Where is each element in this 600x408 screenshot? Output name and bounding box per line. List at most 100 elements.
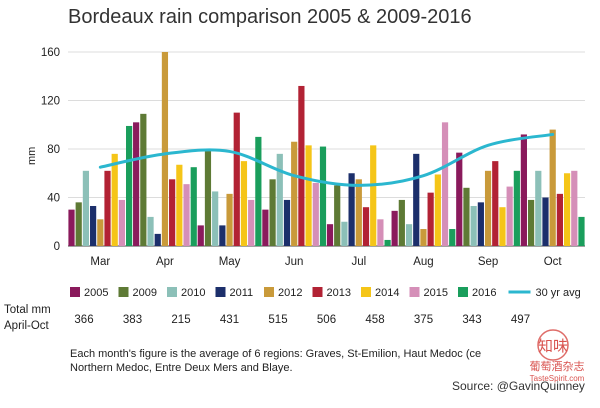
total-value: 515 bbox=[268, 314, 287, 326]
total-value: 431 bbox=[220, 314, 239, 326]
bar-2016-Apr bbox=[190, 167, 197, 246]
bar-2015-Jul bbox=[377, 219, 384, 246]
bar-2014-Aug bbox=[434, 174, 441, 246]
legend-swatch-2005 bbox=[70, 287, 80, 297]
x-tick-labels: Mar Apr May Jun Jul Aug Sep Oct bbox=[90, 256, 562, 268]
bar-2015-May bbox=[248, 199, 255, 246]
x-tick-label: Aug bbox=[413, 256, 433, 268]
bar-2013-May bbox=[233, 112, 240, 247]
bar-2015-Jun bbox=[312, 182, 319, 246]
bar-2016-Jun bbox=[319, 146, 327, 246]
watermark-logo: 知味 葡萄酒杂志 TasteSpirit.com bbox=[530, 329, 585, 383]
y-tick-label: 80 bbox=[47, 144, 60, 156]
bars bbox=[68, 52, 585, 247]
avg-line bbox=[98, 132, 555, 187]
bar-2016-Sep bbox=[513, 170, 520, 246]
bar-2005-Mar bbox=[68, 209, 75, 247]
bar-2009-Oct bbox=[527, 199, 535, 246]
bar-2012-Aug bbox=[420, 229, 427, 246]
legend: 2005 2009 2010 2011 2012 2013 2014 2015 2016 30 y… bbox=[70, 287, 581, 299]
bar-2016-Oct bbox=[578, 216, 585, 246]
legend-swatch-2016 bbox=[458, 287, 468, 297]
legend-label-2011: 2011 bbox=[230, 287, 254, 299]
bar-2011-Apr bbox=[154, 233, 161, 247]
legend-label-2009: 2009 bbox=[133, 287, 157, 299]
chart-title: Bordeaux rain comparison 2005 & 2009-201… bbox=[68, 6, 472, 28]
totals-values: 366 383 215 431 515 506 458 375 343 497 bbox=[74, 314, 530, 326]
bar-2010-Jun bbox=[276, 153, 283, 246]
watermark-line2: TasteSpirit.com bbox=[530, 374, 585, 383]
note-line2: Northern Medoc, Entre Deux Mers and Blay… bbox=[70, 362, 293, 374]
legend-swatch-2014 bbox=[361, 287, 371, 297]
legend-label-2010: 2010 bbox=[181, 287, 205, 299]
bar-2005-Jun bbox=[262, 209, 269, 247]
bar-2015-Oct bbox=[571, 170, 578, 246]
total-value: 458 bbox=[365, 314, 384, 326]
totals-label-line2: April-Oct bbox=[4, 320, 50, 332]
y-tick-label: 40 bbox=[47, 193, 60, 205]
y-tick-label: 120 bbox=[41, 96, 60, 108]
x-tick-label: Oct bbox=[544, 256, 563, 268]
total-value: 497 bbox=[511, 314, 530, 326]
bar-2010-Jul bbox=[341, 221, 348, 246]
bar-2014-May bbox=[240, 161, 248, 247]
bar-2009-Jun bbox=[269, 179, 276, 246]
bar-2005-Jul bbox=[326, 224, 334, 246]
bar-2015-Mar bbox=[118, 199, 126, 246]
total-value: 375 bbox=[414, 314, 433, 326]
watermark-glyph: 知味 bbox=[538, 338, 568, 355]
bar-2016-Aug bbox=[449, 229, 456, 246]
bar-2015-Sep bbox=[506, 186, 513, 246]
bar-2013-Oct bbox=[556, 193, 563, 246]
bar-2005-Sep bbox=[456, 152, 463, 246]
legend-label-2016: 2016 bbox=[472, 287, 496, 299]
legend-label-30yr-avg: 30 yr avg bbox=[536, 287, 581, 299]
bar-2016-Mar bbox=[126, 125, 133, 246]
bar-2010-Sep bbox=[470, 205, 477, 246]
gridlines bbox=[68, 51, 585, 247]
bar-2014-Jul bbox=[370, 145, 377, 246]
legend-label-2014: 2014 bbox=[375, 287, 399, 299]
legend-swatch-2010 bbox=[167, 287, 177, 297]
bar-2014-Sep bbox=[499, 207, 506, 246]
bar-2011-Jun bbox=[283, 199, 291, 246]
total-value: 383 bbox=[123, 314, 142, 326]
bar-2012-Jun bbox=[291, 141, 298, 246]
bar-2013-Sep bbox=[492, 161, 499, 247]
bar-2005-Oct bbox=[520, 134, 527, 246]
x-tick-label: Sep bbox=[478, 256, 498, 268]
legend-swatch-2011 bbox=[215, 287, 226, 297]
bar-2015-Aug bbox=[441, 122, 449, 246]
bar-2014-Mar bbox=[111, 153, 118, 246]
y-tick-label: 160 bbox=[41, 47, 60, 59]
legend-swatch-2009 bbox=[118, 287, 129, 297]
source-credit: Source: @GavinQuinney bbox=[452, 379, 585, 393]
bar-2014-Jun bbox=[305, 145, 312, 246]
bar-2011-Oct bbox=[542, 197, 549, 246]
total-value: 366 bbox=[74, 314, 93, 326]
bar-2012-May bbox=[226, 193, 233, 246]
bar-2013-Apr bbox=[169, 179, 176, 246]
y-axis-label: mm bbox=[26, 147, 38, 165]
bar-2014-Oct bbox=[563, 173, 571, 246]
bar-2012-Oct bbox=[549, 129, 556, 246]
avg-line-group bbox=[98, 132, 555, 187]
bar-2005-Apr bbox=[133, 122, 140, 246]
legend-label-2015: 2015 bbox=[424, 287, 448, 299]
bar-2010-May bbox=[212, 191, 219, 246]
bar-2005-May bbox=[197, 225, 204, 246]
x-tick-label: Jun bbox=[285, 256, 304, 268]
legend-swatch-2012 bbox=[264, 287, 274, 297]
bar-2012-Sep bbox=[484, 170, 492, 246]
x-tick-label: May bbox=[219, 256, 241, 268]
y-tick-label: 0 bbox=[54, 241, 60, 253]
x-tick-label: Jul bbox=[351, 256, 366, 268]
bar-2013-Jun bbox=[298, 85, 305, 246]
total-value: 343 bbox=[462, 314, 481, 326]
bar-2016-Jul bbox=[384, 239, 391, 246]
bar-2009-Aug bbox=[398, 199, 405, 246]
legend-label-2013: 2013 bbox=[327, 287, 351, 299]
bar-2015-Apr bbox=[183, 184, 190, 246]
